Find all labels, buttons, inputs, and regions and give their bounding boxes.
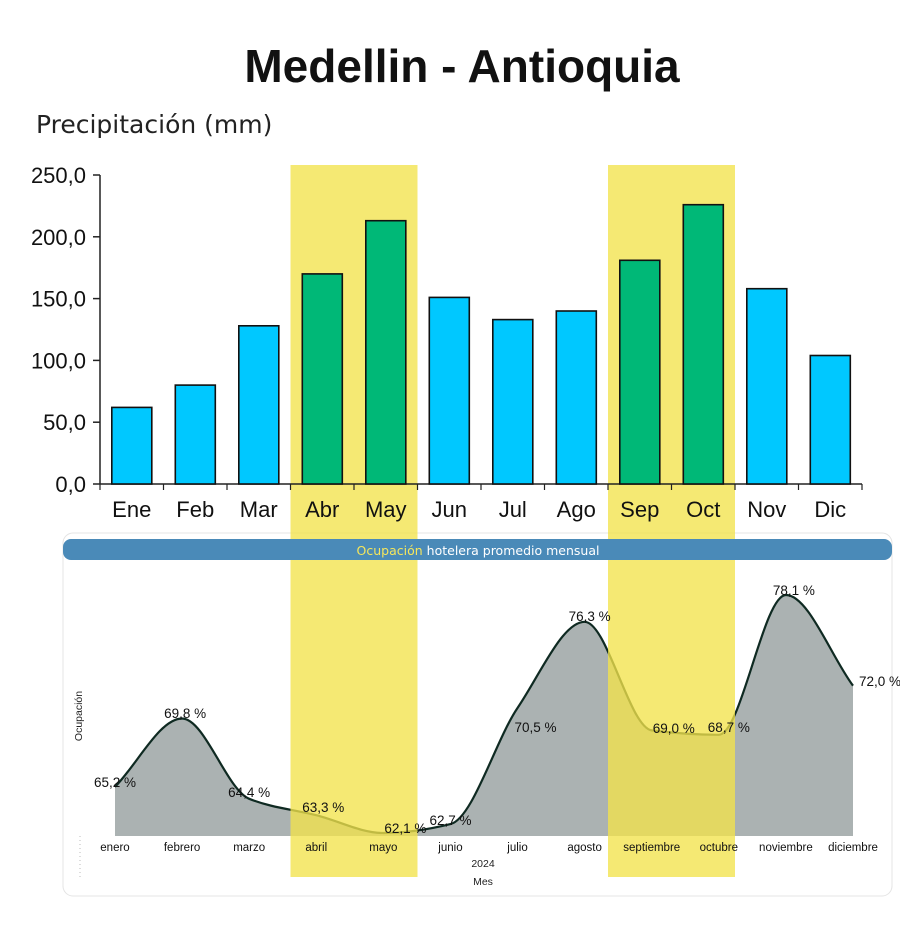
occupancy-xtick-label: agosto — [567, 842, 602, 854]
precip-ytick-label: 250,0 — [31, 163, 86, 188]
occupancy-banner: Ocupación hotelera promedio mensual — [63, 539, 892, 560]
precip-bar-jul — [491, 318, 534, 485]
occupancy-line — [114, 593, 854, 835]
precip-ytick-label: 50,0 — [43, 410, 86, 435]
precip-xtick-label: Nov — [747, 497, 786, 522]
occupancy-labels: 65,2 % 69,8 % 64,4 % 63,3 % 62,1 %62,7 % 70,5… — [94, 583, 900, 854]
occupancy-xtick-label: enero — [100, 842, 129, 854]
occupancy-xtick-label: octubre — [700, 842, 738, 854]
page-title: Medellin - Antioquia — [244, 40, 680, 92]
precip-xtick-label: Feb — [176, 497, 214, 522]
precip-bar-ene — [111, 406, 153, 485]
precip-xtick-label: Ago — [557, 497, 596, 522]
precip-xtick-label: Abr — [305, 497, 339, 522]
occupancy-value-label: 70,5 % — [515, 720, 557, 735]
occupancy-year-label: 2024 — [471, 858, 495, 870]
occupancy-ylabel: Ocupación — [73, 691, 85, 741]
precip-bar-sep — [618, 259, 661, 485]
occupancy-xtick-label: mayo — [369, 842, 397, 854]
precip-ytick-label: 200,0 — [31, 225, 86, 250]
occupancy-title-part1: Ocupación — [357, 543, 423, 558]
occupancy-xtick-label: septiembre — [623, 842, 680, 854]
occupancy-xtick-label: noviembre — [759, 842, 813, 854]
occupancy-value-label: 72,0 % — [859, 674, 900, 689]
occupancy-xtick-label: julio — [506, 842, 527, 854]
occupancy-banner-bg — [63, 539, 892, 560]
occupancy-title-part2: hotelera promedio mensual — [423, 543, 600, 558]
precipitation-bar-chart: 0,0 50,0 100,0 150,0 200,0 250,0 Ene Feb Mar Abr M… — [31, 163, 863, 522]
occupancy-value-label: 69,8 % — [164, 706, 206, 721]
precip-xtick-label: Dic — [814, 497, 846, 522]
precip-ytick-label: 100,0 — [31, 348, 86, 373]
occupancy-value-label: 62,1 % — [384, 821, 426, 836]
occupancy-xlabel: Mes — [473, 876, 493, 888]
occupancy-value-label: 68,7 % — [708, 720, 750, 735]
precip-xtick-label: Sep — [620, 497, 659, 522]
precip-xtick-label: Jun — [432, 497, 467, 522]
occupancy-xtick-label: abril — [305, 842, 327, 854]
occupancy-value-label: 78,1 % — [773, 583, 815, 598]
occupancy-xtick-label: junio — [437, 842, 462, 854]
occupancy-value-label: 62,7 % — [429, 813, 471, 828]
precip-bar-oct — [682, 203, 725, 485]
precip-ytick-label: 0,0 — [55, 472, 86, 497]
precip-bar-mar — [238, 324, 280, 485]
occupancy-xtick-label: marzo — [233, 842, 265, 854]
occupancy-value-label: 63,3 % — [302, 800, 344, 815]
occupancy-value-label: 64,4 % — [228, 785, 270, 800]
precip-bar-may — [364, 219, 407, 485]
precip-chart-title: Precipitación (mm) — [36, 110, 272, 139]
occupancy-xtick-label: febrero — [164, 842, 200, 854]
precip-xtick-label: May — [365, 497, 407, 522]
precip-ytick-label: 150,0 — [31, 287, 86, 312]
occupancy-value-label: 69,0 % — [653, 721, 695, 736]
precip-xtick-label: Oct — [686, 497, 720, 522]
precip-bar-nov — [745, 287, 788, 485]
occupancy-value-label: 65,2 % — [94, 775, 136, 790]
occupancy-xtick-label: diciembre — [828, 842, 878, 854]
precip-bar-abr — [301, 273, 344, 485]
precip-bar-feb — [174, 384, 217, 485]
precip-xtick-label: Ene — [112, 497, 151, 522]
precip-xtick-label: Jul — [499, 497, 527, 522]
precip-bar-dic — [809, 354, 852, 485]
occupancy-chart-title: Ocupación hotelera promedio mensual — [357, 543, 600, 558]
precip-xtick-label: Mar — [240, 497, 278, 522]
precip-bar-ago — [555, 310, 598, 485]
occupancy-value-label: 76,3 % — [569, 609, 611, 624]
precip-bar-jun — [428, 296, 471, 485]
